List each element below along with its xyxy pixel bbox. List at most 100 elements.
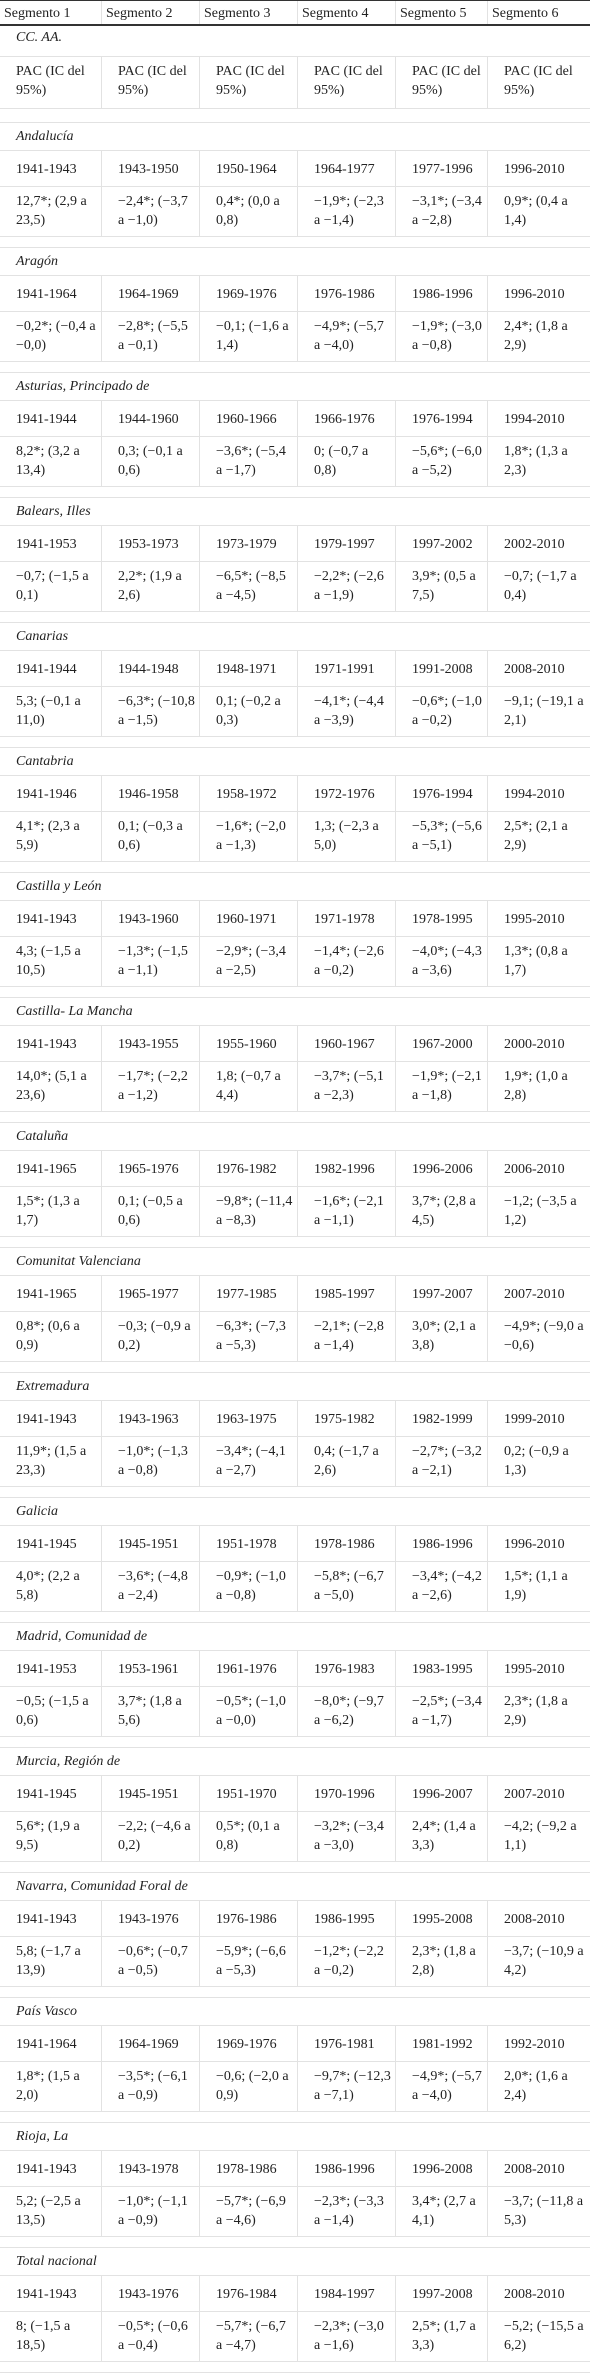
period-cell: 1973-1979 xyxy=(200,526,298,561)
period-cell: 2008-2010 xyxy=(504,2162,565,2177)
region-name: Castilla- La Mancha xyxy=(0,998,590,1026)
period-cell: 1986-1996 xyxy=(298,2151,396,2186)
value-row: 8,2*; (3,2 a 13,4) 0,3; (−0,1 a 0,6) −3,6*… xyxy=(0,437,590,487)
value-cell: 1,3*; (0,8 a 1,7) xyxy=(504,944,568,978)
period-cell: 1944-1960 xyxy=(102,401,200,436)
period-row: 1941-1943 1943-1978 1978-1986 1986-1996 1996… xyxy=(0,2151,590,2187)
period-cell: 1941-1944 xyxy=(0,401,102,436)
period-cell: 1941-1945 xyxy=(0,1776,102,1811)
value-cell: −1,9*; (−3,0 a −0,8) xyxy=(396,312,488,361)
value-cell: −9,1; (−19,1 a 2,1) xyxy=(504,694,584,728)
value-cell: −1,3*; (−1,5 a −1,1) xyxy=(102,937,200,986)
period-row: 1941-1943 1943-1976 1976-1986 1986-1995 1995… xyxy=(0,1901,590,1937)
period-row: 1941-1953 1953-1973 1973-1979 1979-1997 1997… xyxy=(0,526,590,562)
value-cell: 3,7*; (2,8 a 4,5) xyxy=(396,1187,488,1236)
value-cell: 4,3; (−1,5 a 10,5) xyxy=(0,937,102,986)
value-cell: −5,8*; (−6,7 a −5,0) xyxy=(298,1562,396,1611)
value-row: 4,3; (−1,5 a 10,5) −1,3*; (−1,5 a −1,1) −2… xyxy=(0,937,590,987)
spacer xyxy=(0,1862,590,1873)
period-cell: 1960-1966 xyxy=(200,401,298,436)
period-cell: 1941-1946 xyxy=(0,776,102,811)
value-cell: −4,9*; (−5,7 a −4,0) xyxy=(396,2062,488,2111)
value-row: 4,0*; (2,2 a 5,8) −3,6*; (−4,8 a −2,4) −0,… xyxy=(0,1562,590,1612)
value-cell: 1,3; (−2,3 a 5,0) xyxy=(298,812,396,861)
period-cell: 1958-1972 xyxy=(200,776,298,811)
value-row: 8; (−1,5 a 18,5) −0,5*; (−0,6 a −0,4) −5,7… xyxy=(0,2312,590,2362)
value-cell: −3,4*; (−4,1 a −2,7) xyxy=(200,1437,298,1486)
period-cell: 1995-2010 xyxy=(504,1662,565,1677)
period-row: 1941-1945 1945-1951 1951-1970 1970-1996 1996… xyxy=(0,1776,590,1812)
period-row: 1941-1965 1965-1977 1977-1985 1985-1997 1997… xyxy=(0,1276,590,1312)
period-cell: 1977-1985 xyxy=(200,1276,298,1311)
value-cell: 2,4*; (1,4 a 3,3) xyxy=(396,1812,488,1861)
value-row: 12,7*; (2,9 a 23,5) −2,4*; (−3,7 a −1,0) 0… xyxy=(0,187,590,237)
period-cell: 1953-1961 xyxy=(102,1651,200,1686)
period-cell: 2008-2010 xyxy=(504,662,565,677)
value-cell: 2,5*; (1,7 a 3,3) xyxy=(396,2312,488,2361)
value-cell: −0,3; (−0,9 a 0,2) xyxy=(102,1312,200,1361)
period-cell: 1965-1976 xyxy=(102,1151,200,1186)
header-cell: Segmento 5 xyxy=(396,1,488,24)
header-cell: Segmento 6 xyxy=(492,6,559,21)
period-cell: 1948-1971 xyxy=(200,651,298,686)
period-cell: 1986-1996 xyxy=(396,276,488,311)
region-name: Madrid, Comunidad de xyxy=(0,1623,590,1651)
period-cell: 1943-1960 xyxy=(102,901,200,936)
period-cell: 1979-1997 xyxy=(298,526,396,561)
period-cell: 1996-2007 xyxy=(396,1776,488,1811)
region-name: Cataluña xyxy=(0,1123,590,1151)
value-cell: −3,7; (−11,8 a 5,3) xyxy=(504,2194,584,2228)
value-cell: −4,0*; (−4,3 a −3,6) xyxy=(396,937,488,986)
period-cell: 1951-1970 xyxy=(200,1776,298,1811)
period-cell: 1976-1986 xyxy=(298,276,396,311)
value-cell: 2,3*; (1,8 a 2,9) xyxy=(504,1694,568,1728)
period-cell: 1970-1996 xyxy=(298,1776,396,1811)
period-cell: 1941-1943 xyxy=(0,151,102,186)
value-cell: −3,5*; (−6,1 a −0,9) xyxy=(102,2062,200,2111)
header-cell: Segmento 3 xyxy=(200,1,298,24)
period-cell: 1994-2010 xyxy=(504,787,565,802)
period-cell: 1941-1945 xyxy=(0,1526,102,1561)
period-cell: 2006-2010 xyxy=(504,1162,565,1177)
period-row: 1941-1965 1965-1976 1976-1982 1982-1996 1996… xyxy=(0,1151,590,1187)
value-cell: −2,2*; (−2,6 a −1,9) xyxy=(298,562,396,611)
value-cell: 5,2; (−2,5 a 13,5) xyxy=(0,2187,102,2236)
period-cell: 1976-1983 xyxy=(298,1651,396,1686)
spacer xyxy=(0,362,590,373)
value-cell: −1,0*; (−1,3 a −0,8) xyxy=(102,1437,200,1486)
value-cell: −0,1; (−1,6 a 1,4) xyxy=(200,312,298,361)
value-cell: 8,2*; (3,2 a 13,4) xyxy=(0,437,102,486)
period-cell: 1967-2000 xyxy=(396,1026,488,1061)
subheader-cell: PAC (IC del 95%) xyxy=(298,57,396,108)
subheader-cell: PAC (IC del 95%) xyxy=(0,57,102,108)
value-cell: −1,9*; (−2,3 a −1,4) xyxy=(298,187,396,236)
header-row: Segmento 1 Segmento 2 Segmento 3 Segmento 4… xyxy=(0,0,590,26)
header-cell: Segmento 4 xyxy=(298,1,396,24)
value-cell: 0,4; (−1,7 a 2,6) xyxy=(298,1437,396,1486)
region-name: Asturias, Principado de xyxy=(0,373,590,401)
value-cell: 4,1*; (2,3 a 5,9) xyxy=(0,812,102,861)
value-row: 11,9*; (1,5 a 23,3) −1,0*; (−1,3 a −0,8) −… xyxy=(0,1437,590,1487)
subheader-cell: PAC (IC del 95%) xyxy=(504,64,573,98)
period-cell: 1986-1995 xyxy=(298,1901,396,1936)
value-cell: −2,4*; (−3,7 a −1,0) xyxy=(102,187,200,236)
period-cell: 1960-1971 xyxy=(200,901,298,936)
value-cell: −5,9*; (−6,6 a −5,3) xyxy=(200,1937,298,1986)
value-cell: 0,1; (−0,2 a 0,3) xyxy=(200,687,298,736)
spacer xyxy=(0,1737,590,1748)
period-cell: 1992-2010 xyxy=(504,2037,565,2052)
period-cell: 1943-1950 xyxy=(102,151,200,186)
period-cell: 1984-1997 xyxy=(298,2276,396,2311)
value-cell: −2,7*; (−3,2 a −2,1) xyxy=(396,1437,488,1486)
header-cell: Segmento 2 xyxy=(102,1,200,24)
value-cell: 5,8; (−1,7 a 13,9) xyxy=(0,1937,102,1986)
spacer xyxy=(0,2237,590,2248)
value-cell: −1,9*; (−2,1 a −1,8) xyxy=(396,1062,488,1111)
spacer xyxy=(0,2112,590,2123)
period-cell: 1944-1948 xyxy=(102,651,200,686)
region-name: País Vasco xyxy=(0,1998,590,2026)
value-cell: −1,7*; (−2,2 a −1,2) xyxy=(102,1062,200,1111)
period-row: 1941-1943 1943-1950 1950-1964 1964-1977 1977… xyxy=(0,151,590,187)
period-cell: 1996-2010 xyxy=(504,162,565,177)
period-cell: 1975-1982 xyxy=(298,1401,396,1436)
